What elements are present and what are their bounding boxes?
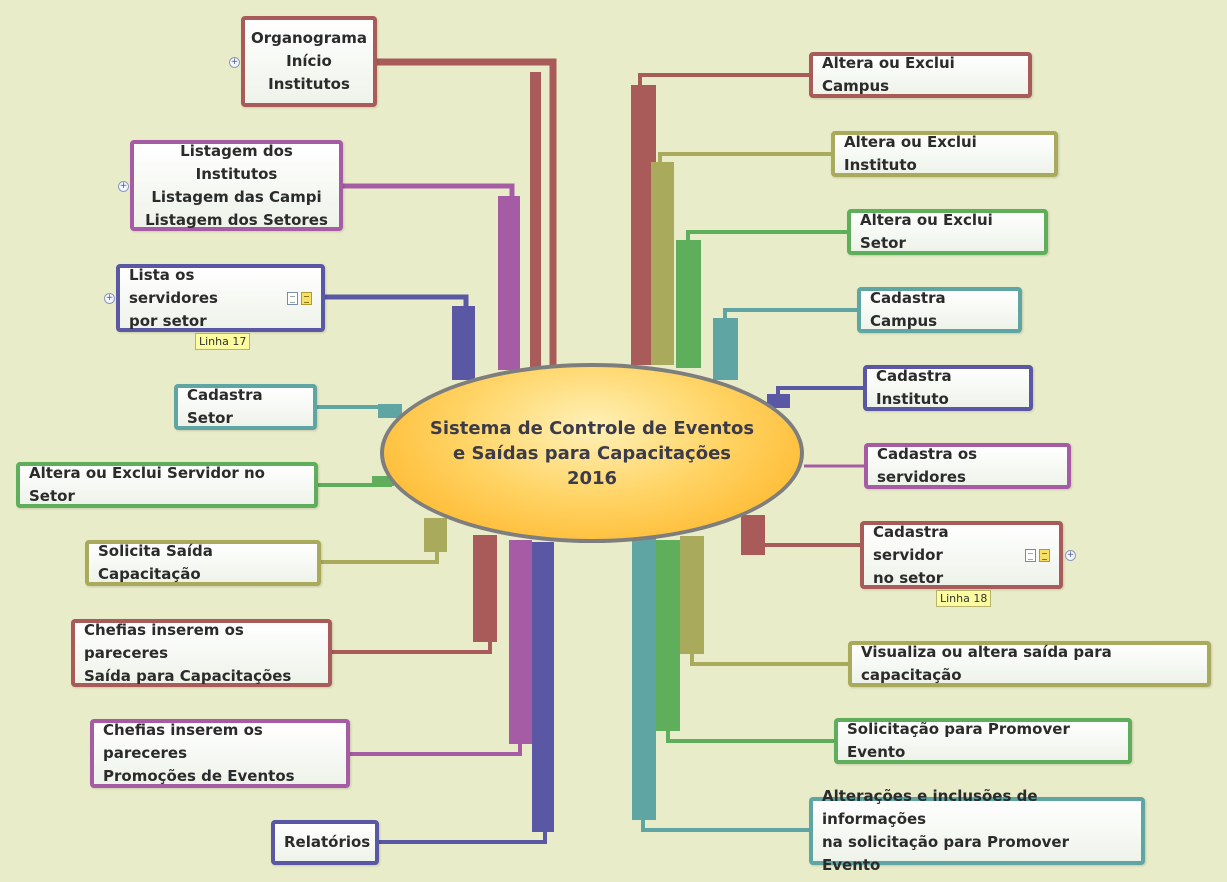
topic-label: Cadastra Instituto [876, 367, 952, 408]
topic-label: Altera ou Exclui Servidor no Setor [29, 464, 265, 505]
topic-cadastra-servidores[interactable]: Cadastra os servidores [864, 443, 1071, 489]
topic-alteracoes-evento[interactable]: Alterações e inclusões de informações na… [809, 787, 1145, 874]
topic-label: Altera ou Exclui Instituto [844, 133, 977, 174]
topic-lista-servidores[interactable]: Lista os servidores por setor [116, 264, 325, 332]
topic-label: Cadastra Setor [187, 386, 263, 427]
topic-organograma[interactable]: Organograma Início Institutos [241, 16, 377, 107]
topic-label: Chefias inserem os pareceres Promoções d… [103, 721, 295, 785]
topic-altera-campus[interactable]: Altera ou Exclui Campus [809, 52, 1032, 98]
topic-label: Organograma Início Institutos [251, 29, 368, 93]
branch-cadastra-instituto [776, 386, 865, 405]
topic-altera-instituto[interactable]: Altera ou Exclui Instituto [831, 131, 1058, 177]
topic-label: Lista os servidores por setor [129, 265, 218, 330]
branch-visualiza-saida [690, 536, 850, 666]
topic-label: Cadastra servidor no setor [873, 522, 949, 587]
topic-label: Visualiza ou altera saída para capacitaç… [861, 643, 1112, 684]
expand-icon[interactable]: + [104, 293, 115, 304]
branch-altera-setor [686, 230, 849, 368]
document-icon[interactable] [1025, 548, 1036, 562]
topic-listagem[interactable]: Listagem dos Institutos Listagem das Cam… [130, 140, 343, 231]
topic-cadastra-instituto[interactable]: Cadastra Instituto [863, 365, 1033, 411]
topic-cadastra-servidor-setor[interactable]: Cadastra servidor no setor [860, 521, 1063, 589]
expand-icon[interactable]: + [1065, 550, 1076, 561]
topic-label: Solicitação para Promover Evento [847, 720, 1070, 761]
topic-altera-setor[interactable]: Altera ou Exclui Setor [847, 209, 1048, 255]
note-icon[interactable] [1039, 548, 1050, 562]
topic-label: Cadastra os servidores [877, 445, 978, 486]
central-topic[interactable]: Sistema de Controle de Eventos e Saídas … [380, 363, 804, 543]
branch-cadastra-campus [723, 308, 859, 380]
topic-solicita-saida[interactable]: Solicita Saída Capacitação [85, 540, 321, 586]
topic-pareceres-saida[interactable]: Chefias inserem os pareceres Saída para … [71, 619, 332, 687]
topic-solicitacao-evento[interactable]: Solicitação para Promover Evento [834, 718, 1132, 764]
topic-relatorios[interactable]: Relatórios [271, 820, 379, 865]
branch-lista-servidores [323, 294, 469, 380]
topic-label: Relatórios [284, 833, 371, 851]
line-tag: Linha 18 [936, 590, 992, 607]
expand-icon[interactable]: + [229, 57, 240, 68]
topic-label: Solicita Saída Capacitação [98, 542, 213, 583]
note-icon[interactable] [301, 291, 312, 305]
branch-listagem [343, 183, 515, 380]
branch-solicita-saida [320, 518, 439, 564]
topic-label: Cadastra Campus [870, 289, 946, 330]
topic-label: Altera ou Exclui Setor [860, 211, 993, 252]
topic-altera-servidor-setor[interactable]: Altera ou Exclui Servidor no Setor [16, 462, 318, 508]
branch-organograma [377, 58, 557, 380]
topic-cadastra-campus[interactable]: Cadastra Campus [857, 287, 1022, 333]
topic-visualiza-saida[interactable]: Visualiza ou altera saída para capacitaç… [848, 641, 1211, 687]
branch-cadastra-servidor-setor [750, 515, 862, 547]
topic-cadastra-setor[interactable]: Cadastra Setor [174, 384, 317, 430]
topic-pareceres-promocoes[interactable]: Chefias inserem os pareceres Promoções d… [90, 719, 350, 788]
branch-pareceres-saida [331, 535, 492, 654]
topic-label: Alterações e inclusões de informações na… [822, 787, 1069, 874]
expand-icon[interactable]: + [118, 181, 129, 192]
document-icon[interactable] [287, 291, 298, 305]
topic-label: Altera ou Exclui Campus [822, 54, 955, 95]
topic-label: Listagem dos Institutos Listagem das Cam… [145, 141, 328, 229]
topic-label: Chefias inserem os pareceres Saída para … [84, 620, 292, 685]
line-tag: Linha 17 [195, 333, 251, 350]
